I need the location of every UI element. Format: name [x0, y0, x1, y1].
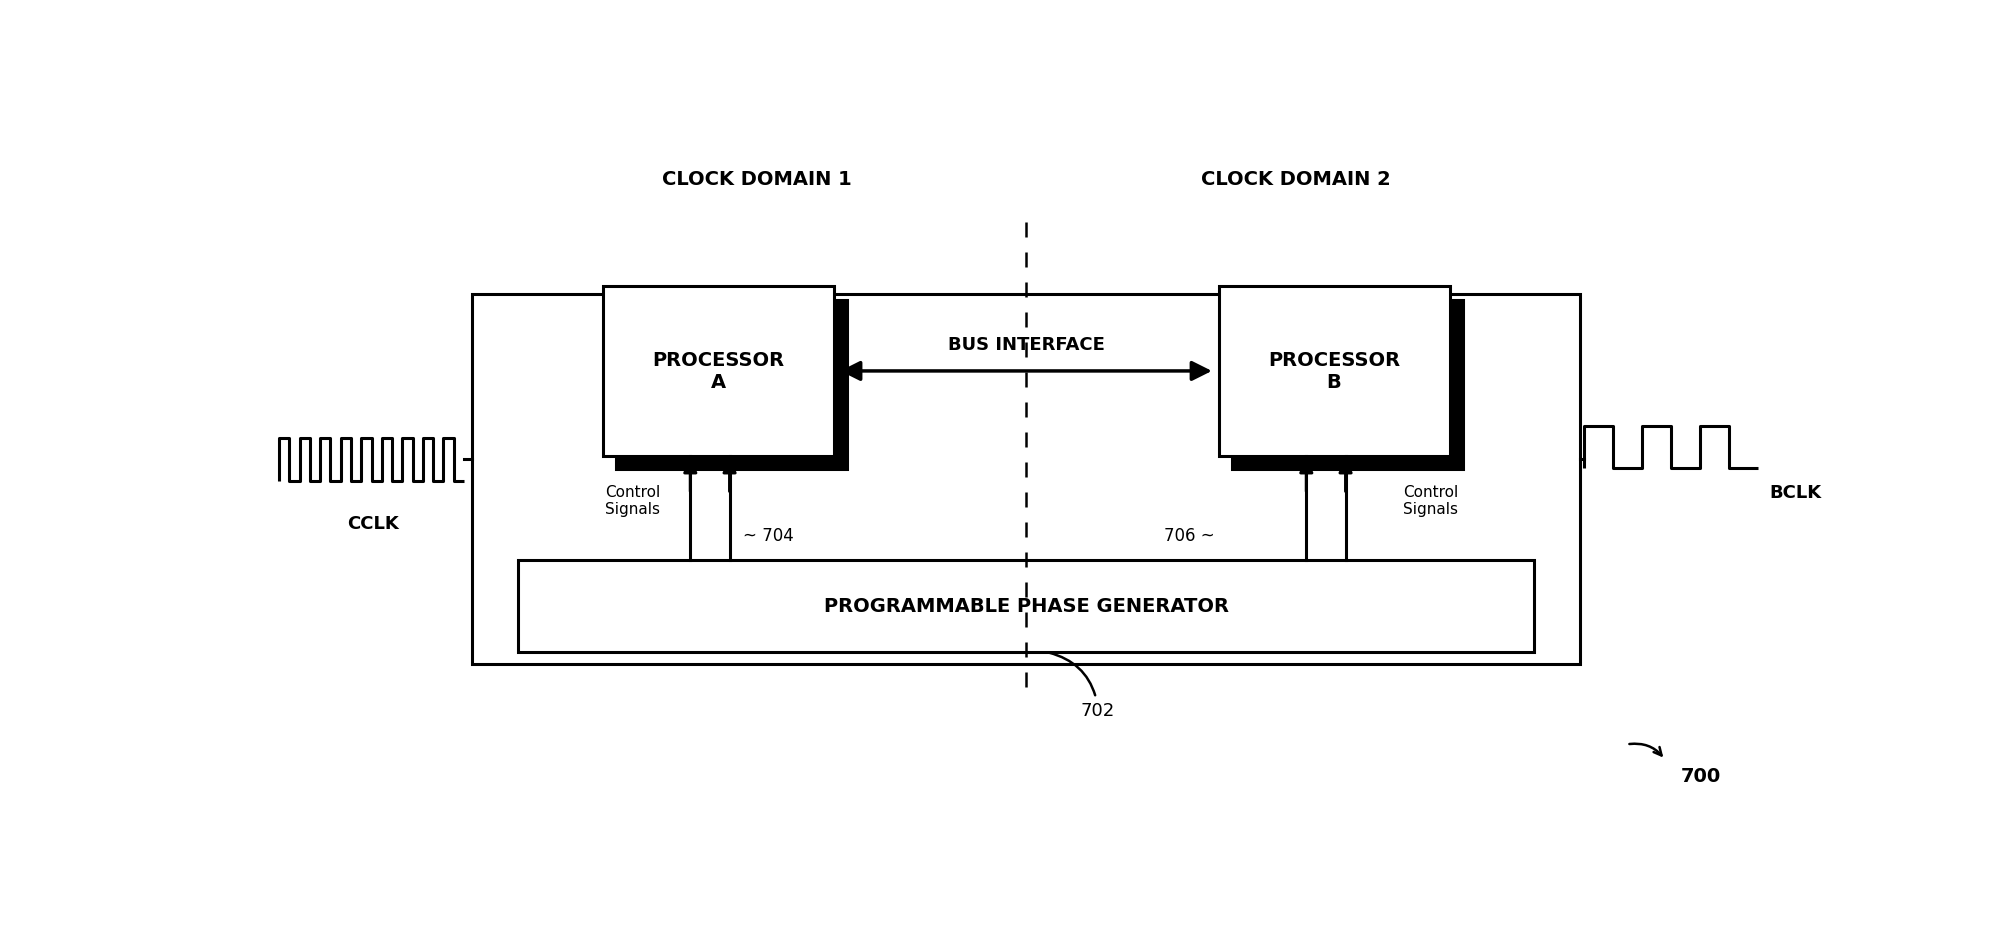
Polygon shape [616, 300, 847, 470]
Text: CLOCK DOMAIN 2: CLOCK DOMAIN 2 [1200, 169, 1389, 189]
Text: BUS INTERFACE: BUS INTERFACE [947, 336, 1104, 354]
Text: ~ 704: ~ 704 [743, 526, 795, 544]
Text: PROGRAMMABLE PHASE GENERATOR: PROGRAMMABLE PHASE GENERATOR [823, 596, 1228, 616]
Text: CLOCK DOMAIN 1: CLOCK DOMAIN 1 [662, 169, 851, 189]
Polygon shape [1218, 287, 1449, 456]
Text: PROCESSOR
A: PROCESSOR A [652, 351, 783, 392]
Text: Control
Signals: Control Signals [1403, 484, 1457, 517]
Text: 706 ~: 706 ~ [1164, 526, 1214, 544]
Text: PROCESSOR
B: PROCESSOR B [1266, 351, 1399, 392]
Text: 702: 702 [1048, 653, 1114, 719]
Text: Control
Signals: Control Signals [604, 484, 660, 517]
Polygon shape [602, 287, 833, 456]
Text: BCLK: BCLK [1768, 484, 1820, 502]
Polygon shape [518, 560, 1533, 652]
Polygon shape [1232, 300, 1463, 470]
Text: CCLK: CCLK [347, 515, 399, 533]
Text: 700: 700 [1680, 766, 1720, 785]
